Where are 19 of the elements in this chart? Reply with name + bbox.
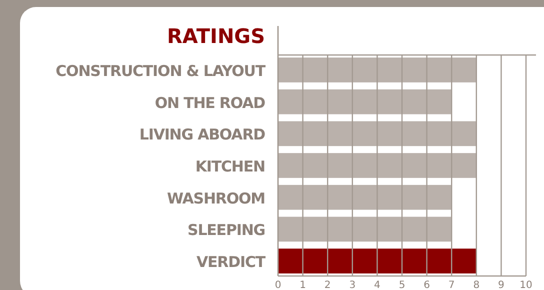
x-tick-label: 9 [498, 280, 504, 290]
y-tick-label: SLEEPING [188, 221, 266, 240]
x-tick-label: 1 [300, 280, 306, 290]
y-tick-label: CONSTRUCTION & LAYOUT [56, 62, 266, 80]
x-tick-label: 2 [324, 280, 331, 290]
x-tick-label: 8 [473, 280, 480, 290]
x-tick-label: 10 [520, 280, 532, 290]
y-tick-label: ON THE ROAD [154, 94, 266, 112]
y-tick-label: VERDICT [196, 253, 266, 272]
x-tick-label: 4 [374, 280, 380, 290]
chart-title: RATINGS [167, 24, 265, 48]
x-tick-label: 0 [274, 280, 282, 290]
x-tick-label: 5 [398, 280, 406, 290]
y-tick-label: LIVING ABOARD [139, 126, 266, 144]
x-tick-label: 7 [448, 280, 455, 290]
y-tick-label: KITCHEN [195, 158, 266, 176]
x-tick-label: 3 [349, 280, 356, 290]
x-tick-label: 6 [424, 280, 430, 290]
y-tick-label: WASHROOM [166, 189, 265, 208]
